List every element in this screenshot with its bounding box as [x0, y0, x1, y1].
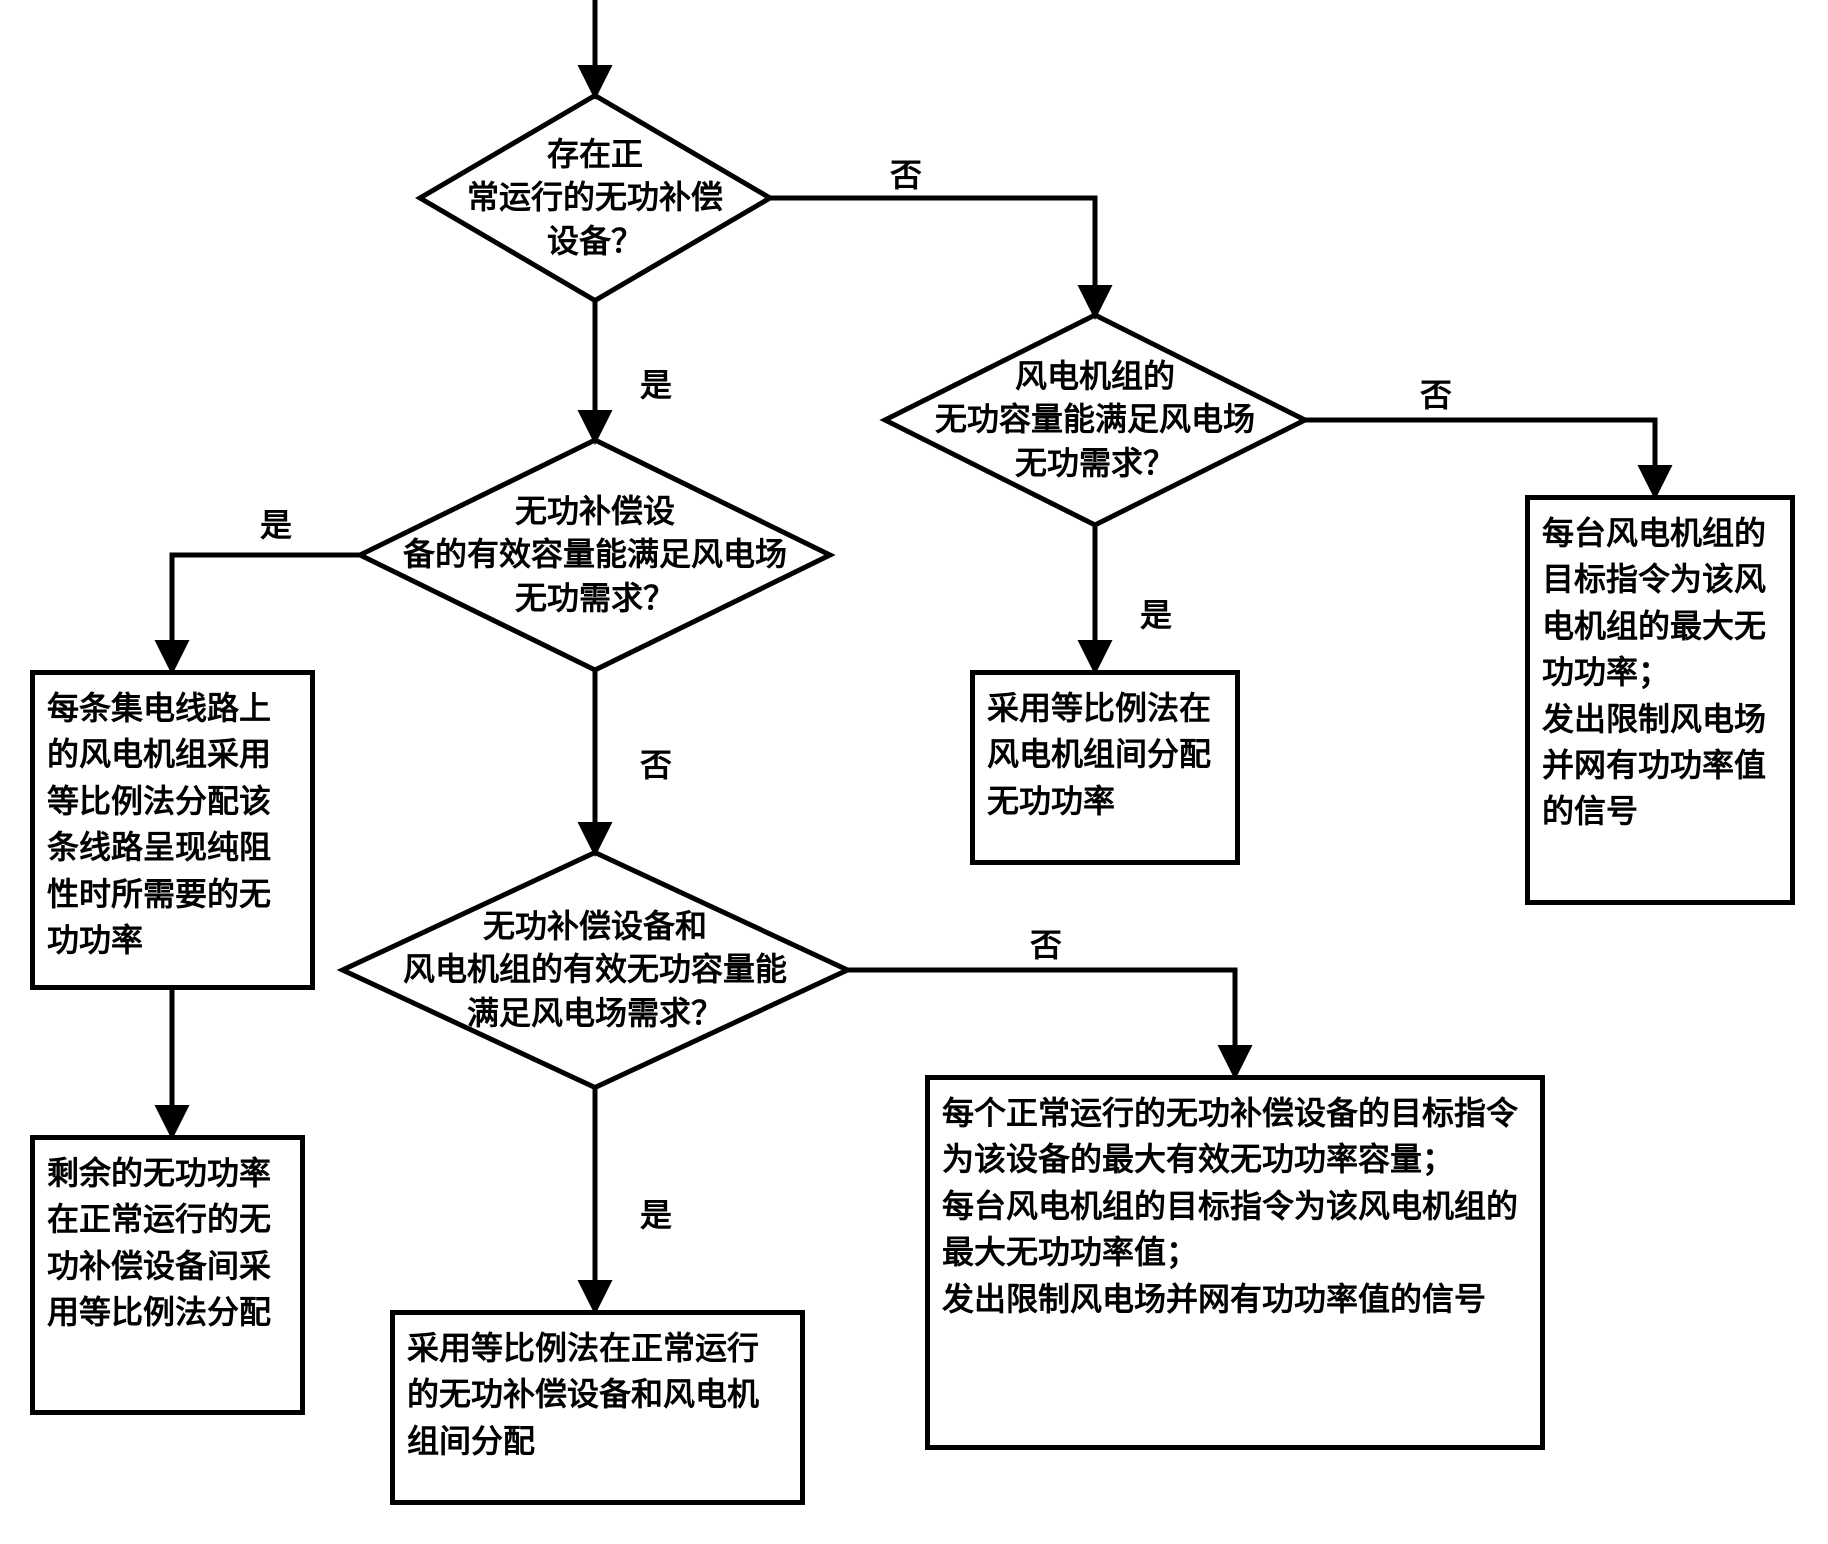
decision-turbine-capacity-sufficient: 风电机组的无功容量能满足风电场无功需求？	[885, 315, 1305, 525]
edge-label-no: 否	[640, 740, 672, 786]
decision-label: 无功补偿设备的有效容量能满足风电场无功需求？	[403, 490, 787, 620]
process-all-max-limit-signal: 每个正常运行的无功补偿设备的目标指令为该设备的最大有效无功功率容量； 每台风电机…	[925, 1075, 1545, 1450]
decision-compensation-capacity-sufficient: 无功补偿设备的有效容量能满足风电场无功需求？	[360, 440, 830, 670]
process-text: 每条集电线路上的风电机组采用等比例法分配该条线路呈现纯阻性时所需要的无功功率	[47, 685, 298, 963]
process-turbine-max-limit-signal: 每台风电机组的目标指令为该风电机组的最大无功功率； 发出限制风电场并网有功功率值…	[1525, 495, 1795, 905]
edge-label-yes: 是	[1140, 590, 1172, 636]
decision-label: 风电机组的无功容量能满足风电场无功需求？	[935, 355, 1255, 485]
decision-label: 存在正常运行的无功补偿设备？	[467, 133, 723, 263]
process-line-proportional-allocation: 每条集电线路上的风电机组采用等比例法分配该条线路呈现纯阻性时所需要的无功功率	[30, 670, 315, 990]
edge-label-no: 否	[890, 150, 922, 196]
process-remaining-compensation-allocation: 剩余的无功功率在正常运行的无功补偿设备间采用等比例法分配	[30, 1135, 305, 1415]
edge-label-yes: 是	[260, 500, 292, 546]
decision-label: 无功补偿设备和风电机组的有效无功容量能满足风电场需求？	[403, 905, 787, 1035]
edge-label-yes: 是	[640, 360, 672, 406]
process-text: 采用等比例法在正常运行的无功补偿设备和风电机组间分配	[407, 1325, 788, 1464]
process-text: 每台风电机组的目标指令为该风电机组的最大无功功率； 发出限制风电场并网有功功率值…	[1542, 510, 1778, 835]
decision-combined-capacity-sufficient: 无功补偿设备和风电机组的有效无功容量能满足风电场需求？	[343, 853, 848, 1088]
edge-label-yes: 是	[640, 1190, 672, 1236]
decision-compensation-exists: 存在正常运行的无功补偿设备？	[420, 96, 770, 301]
process-combined-proportional-allocation: 采用等比例法在正常运行的无功补偿设备和风电机组间分配	[390, 1310, 805, 1505]
process-text: 剩余的无功功率在正常运行的无功补偿设备间采用等比例法分配	[47, 1150, 288, 1336]
process-turbine-proportional-allocation: 采用等比例法在风电机组间分配无功功率	[970, 670, 1240, 865]
process-text: 采用等比例法在风电机组间分配无功功率	[987, 685, 1223, 824]
edge-label-no: 否	[1420, 370, 1452, 416]
process-text: 每个正常运行的无功补偿设备的目标指令为该设备的最大有效无功功率容量； 每台风电机…	[942, 1090, 1528, 1322]
edge-label-no: 否	[1030, 920, 1062, 966]
